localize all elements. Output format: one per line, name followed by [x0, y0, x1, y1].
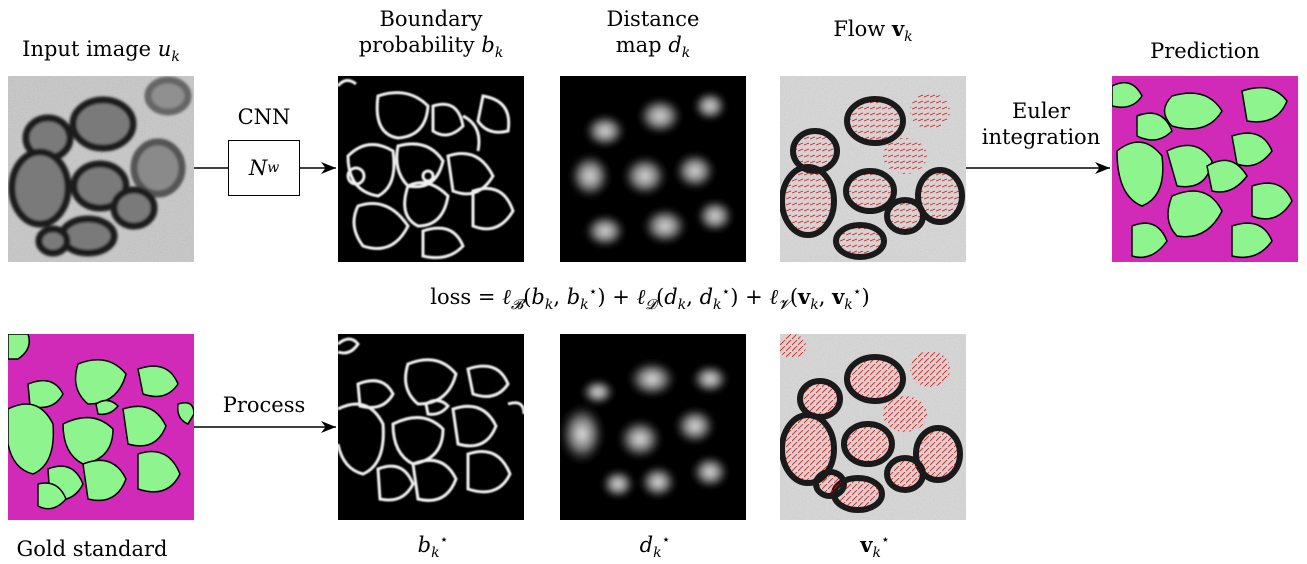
flow-target-panel	[780, 334, 966, 520]
cnn-label: CNN	[237, 105, 291, 129]
d-star-label: dk⋆	[639, 532, 671, 562]
distance-target-panel	[560, 334, 746, 520]
prediction-label: Prediction	[1150, 39, 1260, 63]
gold-standard-panel	[8, 334, 194, 520]
gold-standard-label: Gold standard	[16, 537, 168, 561]
prediction-panel	[1112, 76, 1298, 262]
b-star-label: bk⋆	[417, 532, 449, 562]
distance-map-label: Distance map dk	[606, 7, 700, 62]
euler-integration-label: Euler integration	[981, 99, 1101, 149]
distance-map-panel	[560, 76, 746, 262]
process-label: Process	[222, 393, 306, 417]
flow-label: Flow vk	[833, 16, 913, 46]
v-star-label: vk⋆	[860, 532, 890, 562]
input-image-label: Input image uk	[22, 37, 180, 66]
boundary-probability-label: Boundary probability bk	[358, 7, 504, 62]
boundary-probability-panel	[338, 76, 524, 262]
loss-formula: loss = ℓ𝓑(bk, bk⋆) + ℓ𝓓(dk, dk⋆) + ℓ𝓥(vk…	[430, 284, 870, 314]
boundary-target-panel	[338, 334, 524, 520]
input-image-panel	[8, 76, 194, 262]
flow-panel	[780, 76, 966, 262]
